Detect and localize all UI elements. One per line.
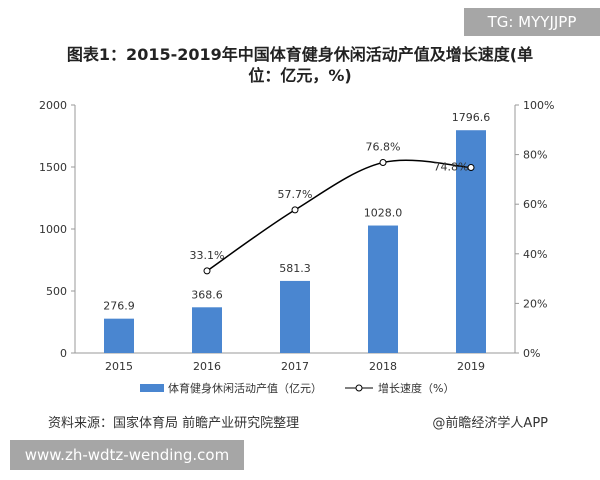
legend-line-marker xyxy=(355,384,363,392)
right-tick-label: 80% xyxy=(523,149,547,162)
left-tick-label: 2000 xyxy=(39,99,67,112)
growth-line xyxy=(206,159,472,272)
legend-line-label: 增长速度（%） xyxy=(378,381,454,395)
right-tick-label: 20% xyxy=(523,297,547,310)
growth-point xyxy=(203,267,211,275)
watermark-top: TG: MYYJJPP xyxy=(464,8,600,36)
growth-label: 33.1% xyxy=(190,249,225,262)
growth-point xyxy=(467,163,475,171)
bar xyxy=(104,318,134,353)
bar-label: 581.3 xyxy=(279,262,311,275)
bar-label: 1796.6 xyxy=(452,111,491,124)
right-tick-label: 40% xyxy=(523,248,547,261)
x-tick-label: 2016 xyxy=(193,360,221,373)
watermark-bottom: www.zh-wdtz-wending.com xyxy=(10,440,244,470)
growth-label: 74.8% xyxy=(434,160,469,173)
left-tick-label: 1500 xyxy=(39,161,67,174)
legend-bar-label: 体育健身休闲活动产值（亿元） xyxy=(168,381,322,395)
chart: 0 500 1000 1500 2000 0% 20% 40% 60% 80% 100% 2015 20… xyxy=(39,99,554,395)
bar xyxy=(192,307,222,353)
brand-credit: @前瞻经济学人APP xyxy=(432,416,548,431)
source-note: 资料来源：国家体育局 前瞻产业研究院整理 xyxy=(48,416,300,431)
bar-label: 1028.0 xyxy=(364,207,403,220)
growth-label: 57.7% xyxy=(278,188,313,201)
left-tick-label: 500 xyxy=(46,285,67,298)
right-tick-label: 60% xyxy=(523,198,547,211)
bar-label: 276.9 xyxy=(103,300,135,313)
left-tick-label: 1000 xyxy=(39,223,67,236)
left-tick-label: 0 xyxy=(60,347,67,360)
bar xyxy=(280,280,310,353)
x-tick-label: 2018 xyxy=(369,360,397,373)
chart-title: 图表1：2015-2019年中国体育健身休闲活动产值及增长速度(单位：亿元，%) xyxy=(66,45,534,85)
growth-point xyxy=(379,159,387,167)
legend-bar-swatch xyxy=(140,384,164,392)
bar xyxy=(368,225,398,353)
x-tick-label: 2015 xyxy=(105,360,133,373)
growth-point xyxy=(291,206,299,214)
x-tick-label: 2019 xyxy=(457,360,485,373)
right-tick-label: 0% xyxy=(523,347,540,360)
x-tick-label: 2017 xyxy=(281,360,309,373)
right-tick-label: 100% xyxy=(523,99,554,112)
growth-label: 76.8% xyxy=(366,141,401,154)
bar-label: 368.6 xyxy=(191,288,223,301)
